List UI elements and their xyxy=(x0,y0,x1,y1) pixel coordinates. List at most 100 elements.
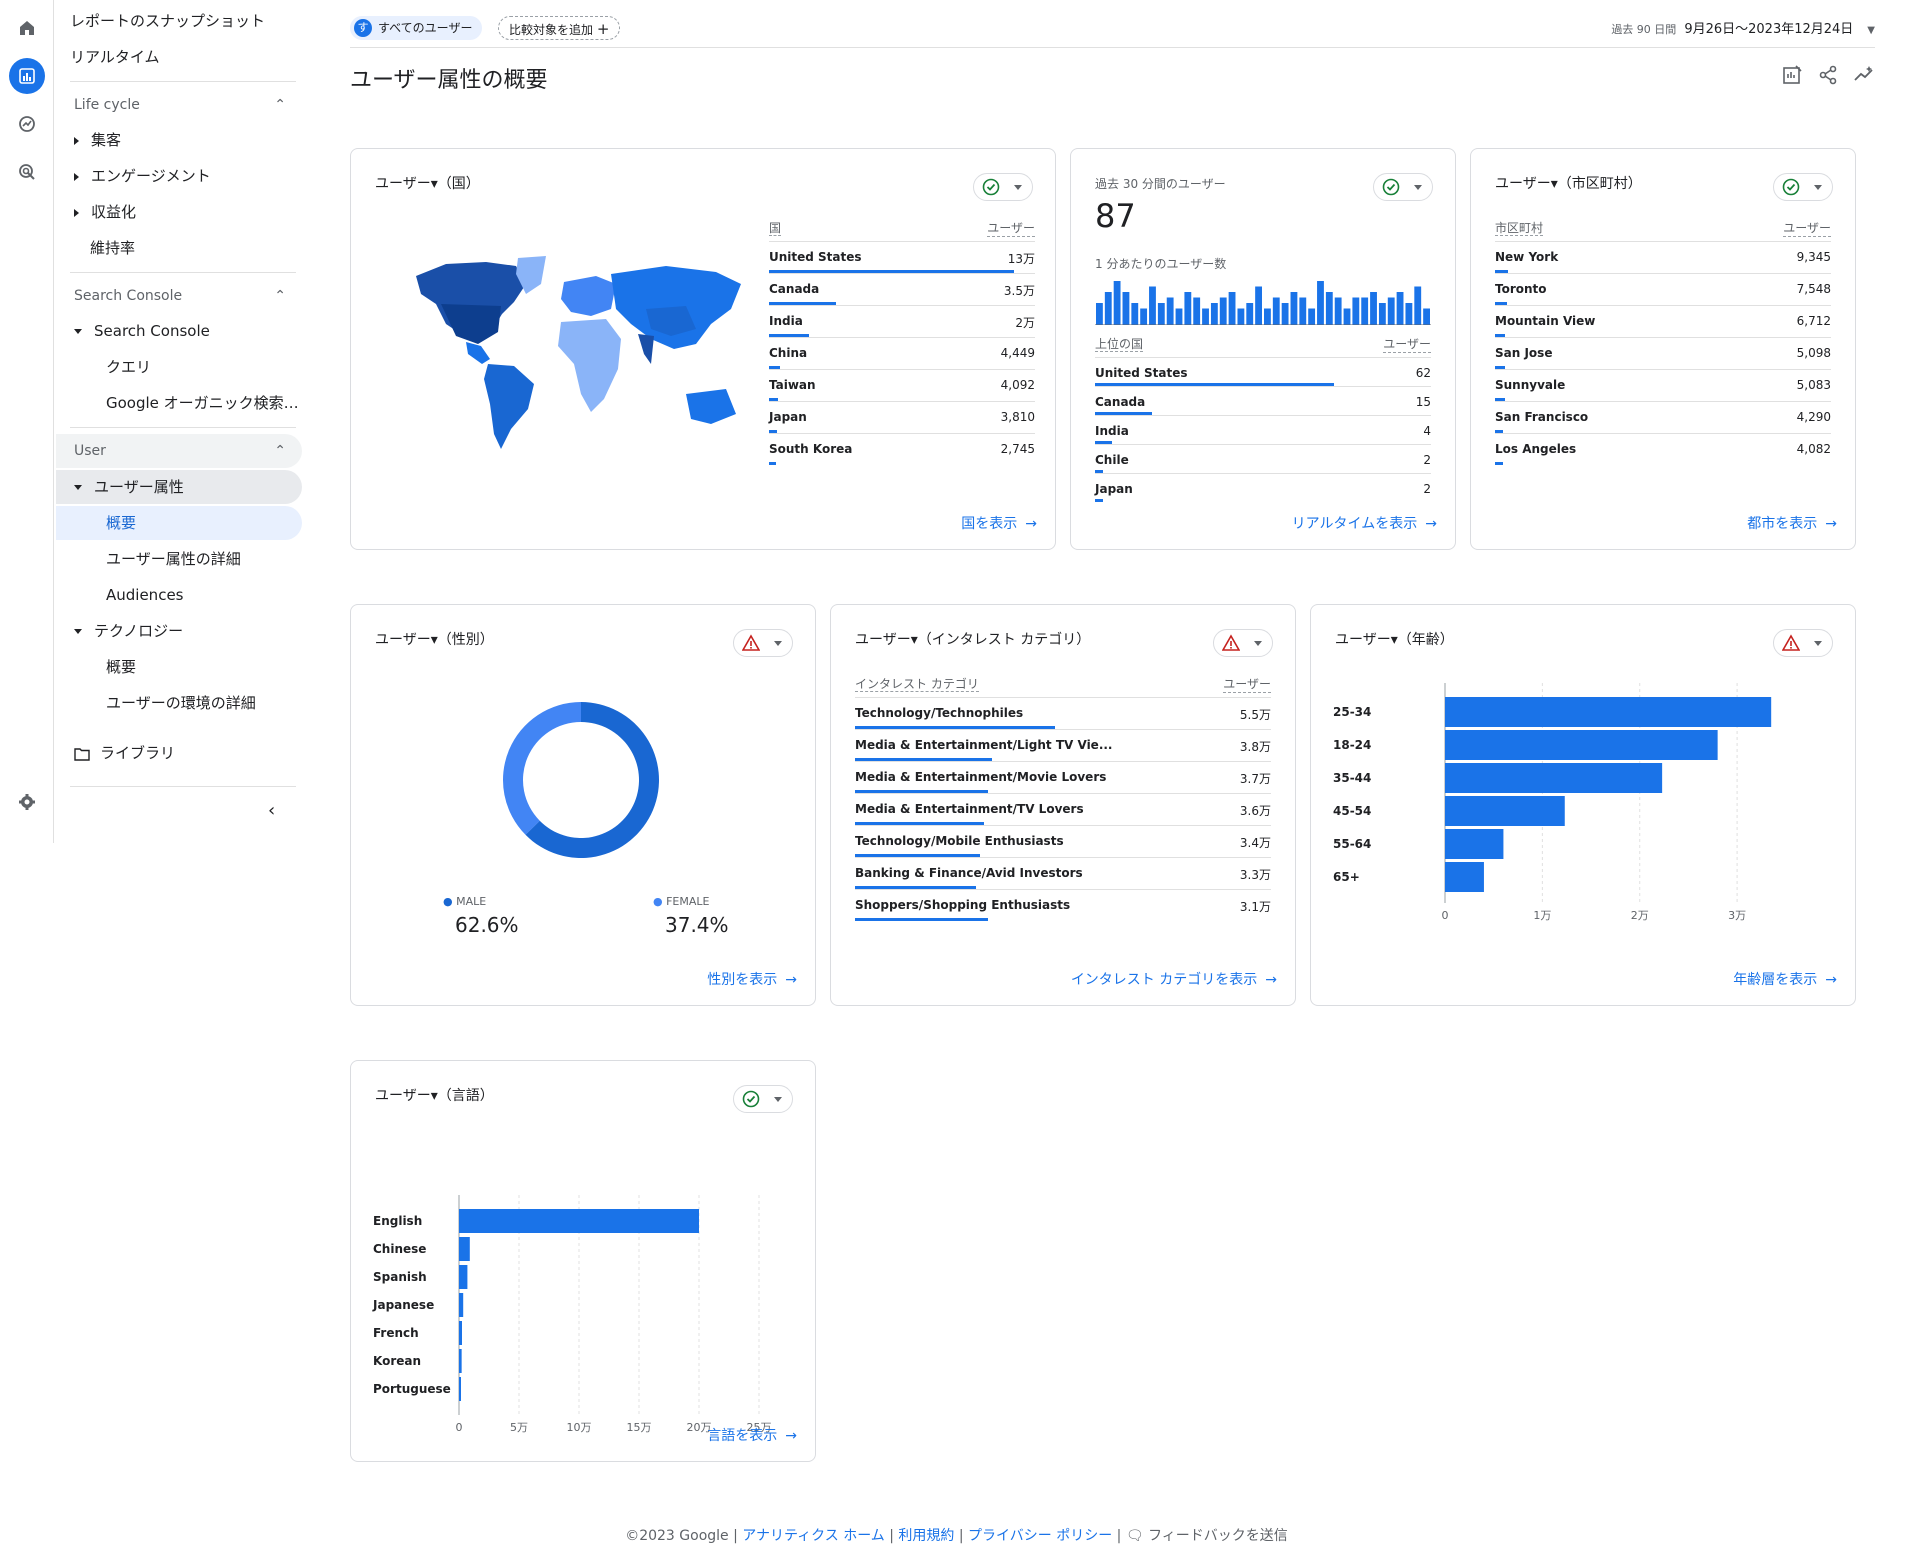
table-row[interactable]: Japan 2 xyxy=(1095,473,1431,502)
country-card-title[interactable]: ユーザー▾（国） xyxy=(375,176,480,192)
status-button[interactable] xyxy=(733,629,793,657)
city-card-title[interactable]: ユーザー▾（市区町村） xyxy=(1495,176,1642,192)
table-row[interactable]: Media & Entertainment/Light TV Vie... 3.8… xyxy=(855,729,1271,761)
table-row[interactable]: United States 13万 xyxy=(769,241,1035,273)
customize-report-icon[interactable] xyxy=(1781,64,1803,86)
table-row[interactable]: Mountain View 6,712 xyxy=(1495,305,1831,337)
map-australia[interactable] xyxy=(686,389,736,424)
map-usa[interactable] xyxy=(441,304,501,344)
gender-card-title[interactable]: ユーザー▾（性別） xyxy=(375,632,494,648)
nav-organic-search[interactable]: Google オーガニック検索レ... xyxy=(106,394,302,412)
insights-icon[interactable] xyxy=(1853,64,1875,86)
status-button[interactable] xyxy=(973,173,1033,201)
nav-demographics-details[interactable]: ユーザー属性の詳細 xyxy=(106,550,241,568)
reports-icon[interactable] xyxy=(9,58,45,94)
terms-link[interactable]: 利用規約 xyxy=(898,1528,955,1544)
nav-snapshot[interactable]: レポートのスナップショット xyxy=(70,12,266,30)
analytics-home-link[interactable]: アナリティクス ホーム xyxy=(742,1528,885,1544)
table-row[interactable]: Technology/Technophiles 5.5万 xyxy=(855,697,1271,729)
status-button[interactable] xyxy=(1773,173,1833,201)
map-europe[interactable] xyxy=(561,276,616,316)
nav-queries[interactable]: クエリ xyxy=(106,358,152,376)
table-row[interactable]: Media & Entertainment/Movie Lovers 3.7万 xyxy=(855,761,1271,793)
nav-tech-overview[interactable]: 概要 xyxy=(106,658,137,676)
table-row[interactable]: Sunnyvale 5,083 xyxy=(1495,369,1831,401)
age-card-title[interactable]: ユーザー▾（年齢） xyxy=(1335,632,1454,648)
status-button[interactable] xyxy=(733,1085,793,1113)
map-mexico[interactable] xyxy=(466,342,490,364)
nav-search-console[interactable]: Search Console xyxy=(74,314,210,348)
view-gender-link[interactable]: 性別を表示 → xyxy=(707,969,797,989)
nav-audiences[interactable]: Audiences xyxy=(106,586,184,604)
share-icon[interactable] xyxy=(1817,64,1839,86)
col-city[interactable]: 市区町村 xyxy=(1495,221,1544,236)
date-range-picker[interactable]: 過去 90 日間 9月26日～2023年12月24日 ▼ xyxy=(1611,18,1875,37)
language-card-title[interactable]: ユーザー▾（言語） xyxy=(375,1088,494,1104)
table-row[interactable]: Los Angeles 4,082 xyxy=(1495,433,1831,465)
advertising-icon[interactable] xyxy=(9,154,45,190)
table-row[interactable]: South Korea 2,745 xyxy=(769,433,1035,465)
view-age-link[interactable]: 年齢層を表示 → xyxy=(1733,969,1837,989)
view-realtime-link[interactable]: リアルタイムを表示 → xyxy=(1292,513,1437,533)
privacy-link[interactable]: プライバシー ポリシー xyxy=(968,1528,1113,1544)
col-users[interactable]: ユーザー xyxy=(1783,221,1831,237)
segment-chip[interactable]: すすべてのユーザー xyxy=(350,16,483,40)
add-comparison-button[interactable]: 比較対象を追加 + xyxy=(498,16,621,40)
nav-monetization[interactable]: 収益化 xyxy=(74,195,136,229)
table-row[interactable]: Media & Entertainment/TV Lovers 3.6万 xyxy=(855,793,1271,825)
status-button[interactable] xyxy=(1213,629,1273,657)
table-row[interactable]: India 2万 xyxy=(769,305,1035,337)
table-row[interactable]: Canada 15 xyxy=(1095,386,1431,415)
map-south-america[interactable] xyxy=(484,364,534,449)
view-countries-link[interactable]: 国を表示 → xyxy=(961,513,1037,533)
status-button[interactable] xyxy=(1773,629,1833,657)
nav-acquisition[interactable]: 集客 xyxy=(74,123,121,157)
table-row[interactable]: Banking & Finance/Avid Investors 3.3万 xyxy=(855,857,1271,889)
explore-icon[interactable] xyxy=(9,106,45,142)
view-language-link[interactable]: 言語を表示 → xyxy=(707,1425,797,1445)
nav-engagement[interactable]: エンゲージメント xyxy=(74,159,211,193)
view-cities-link[interactable]: 都市を表示 → xyxy=(1747,513,1837,533)
table-row[interactable]: Technology/Mobile Enthusiasts 3.4万 xyxy=(855,825,1271,857)
nav-realtime[interactable]: リアルタイム xyxy=(70,48,160,66)
interest-card-title[interactable]: ユーザー▾（インタレスト カテゴリ） xyxy=(855,632,1091,648)
table-row[interactable]: San Francisco 4,290 xyxy=(1495,401,1831,433)
table-row[interactable]: China 4,449 xyxy=(769,337,1035,369)
nav-retention[interactable]: 維持率 xyxy=(90,239,136,257)
user-header[interactable]: User ⌃ xyxy=(74,434,294,468)
status-button[interactable] xyxy=(1373,173,1433,201)
lifecycle-header[interactable]: Life cycle ⌃ xyxy=(74,88,294,122)
home-icon[interactable] xyxy=(9,10,45,46)
view-interest-link[interactable]: インタレスト カテゴリを表示 → xyxy=(1071,969,1277,989)
map-africa[interactable] xyxy=(558,319,621,412)
table-row[interactable]: Taiwan 4,092 xyxy=(769,369,1035,401)
col-users[interactable]: ユーザー xyxy=(1223,677,1271,693)
map-china[interactable] xyxy=(646,306,696,336)
col-country[interactable]: 国 xyxy=(769,221,782,236)
map-north-america[interactable] xyxy=(416,262,526,342)
nav-library[interactable]: ライブラリ xyxy=(74,736,175,770)
search-console-header[interactable]: Search Console ⌃ xyxy=(74,279,294,313)
table-row[interactable]: New York 9,345 xyxy=(1495,241,1831,273)
table-row[interactable]: San Jose 5,098 xyxy=(1495,337,1831,369)
col-top-countries[interactable]: 上位の国 xyxy=(1095,337,1144,352)
map-greenland[interactable] xyxy=(516,256,546,294)
nav-technology[interactable]: テクノロジー xyxy=(74,614,183,648)
nav-tech-details[interactable]: ユーザーの環境の詳細 xyxy=(106,694,256,712)
col-users[interactable]: ユーザー xyxy=(987,221,1035,237)
collapse-nav-icon[interactable]: ‹ xyxy=(268,800,276,821)
map-india[interactable] xyxy=(638,334,654,364)
col-users[interactable]: ユーザー xyxy=(1383,337,1431,353)
table-row[interactable]: Japan 3,810 xyxy=(769,401,1035,433)
table-row[interactable]: Toronto 7,548 xyxy=(1495,273,1831,305)
col-interest[interactable]: インタレスト カテゴリ xyxy=(855,677,979,692)
table-row[interactable]: Canada 3.5万 xyxy=(769,273,1035,305)
nav-demographics[interactable]: ユーザー属性 xyxy=(74,470,184,504)
table-row[interactable]: Shoppers/Shopping Enthusiasts 3.1万 xyxy=(855,889,1271,921)
feedback-button[interactable]: 🗨 フィードバックを送信 xyxy=(1126,1528,1288,1544)
table-row[interactable]: United States 62 xyxy=(1095,357,1431,386)
nav-demographics-overview[interactable]: 概要 xyxy=(106,514,137,532)
table-row[interactable]: India 4 xyxy=(1095,415,1431,444)
settings-icon[interactable] xyxy=(9,784,45,820)
table-row[interactable]: Chile 2 xyxy=(1095,444,1431,473)
